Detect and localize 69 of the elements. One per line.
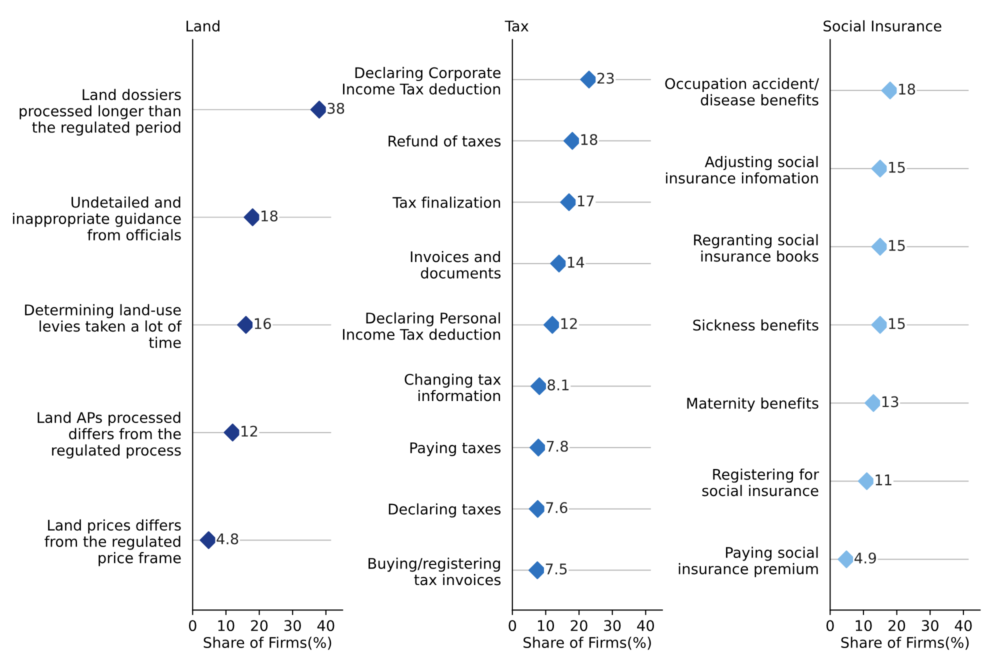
data-label: 38: [328, 102, 344, 114]
x-tick-label: 40: [954, 620, 972, 632]
y-tick-label: Changing tax information: [404, 374, 501, 402]
x-tick-label: 0: [188, 620, 196, 632]
x-axis-title: Share of Firms(%): [841, 636, 969, 650]
point: [560, 193, 578, 212]
data-label: 23: [597, 72, 614, 84]
data-label: 13: [882, 396, 898, 408]
x-axis-title: Share of Firms(%): [204, 636, 332, 650]
x-tick-label: 30: [922, 620, 938, 632]
x-tick-label: 40: [317, 620, 334, 632]
data-label: 18: [899, 84, 916, 95]
y-tick-label: Refund of taxes: [388, 135, 501, 147]
data-label: 18: [581, 134, 598, 146]
chart-title: Tax: [504, 20, 528, 32]
y-tick-label: Declaring taxes: [388, 503, 501, 518]
data-label: 12: [242, 426, 258, 437]
x-tick-label: 30: [604, 620, 621, 632]
x-axis-title: Share of Firms(%): [524, 636, 651, 650]
data-label: 17: [578, 196, 594, 206]
y-tick-label: Adjusting social insurance infomation: [666, 156, 818, 184]
y-tick-label: Determining land-use levies taken a lot of time: [25, 304, 182, 348]
y-tick-label: Regranting social insurance books: [694, 234, 818, 262]
data-label: 7.5: [546, 564, 567, 574]
y-tick-label: Tax finalization: [392, 196, 500, 208]
data-label: 7.8: [546, 440, 568, 452]
x-tick-label: 10: [218, 620, 234, 632]
x-tick-label: 10: [856, 620, 872, 632]
point: [237, 316, 255, 334]
y-tick-label: Paying taxes: [410, 442, 501, 456]
y-tick-label: Maternity benefits: [687, 397, 818, 412]
data-label: 12: [561, 318, 577, 329]
y-tick-label: Land dossiers processed longer than the regulated period: [20, 88, 181, 136]
chart-title: Social Insurance: [824, 20, 942, 32]
y-tick-label: Sickness benefits: [693, 319, 818, 331]
data-label: 11: [876, 474, 892, 486]
point: [550, 254, 568, 272]
point: [864, 394, 882, 412]
x-tick-label: 20: [888, 620, 906, 632]
x-tick-label: 30: [284, 620, 301, 632]
point: [838, 550, 856, 568]
y-tick-label: Paying social insurance premium: [678, 546, 818, 578]
point: [580, 70, 598, 88]
y-tick-label: Declaring Corporate Income Tax deduction: [343, 66, 500, 95]
y-tick-label: Registering for social insurance: [702, 468, 820, 496]
y-tick-label: Undetailed and inappropriate guidance from officials: [13, 196, 181, 240]
data-label: 4.9: [854, 552, 876, 564]
data-label: 16: [254, 318, 271, 330]
x-tick-label: 10: [538, 620, 554, 632]
x-tick-label: 0: [508, 620, 516, 632]
y-tick-label: Occupation accident/ disease benefits: [665, 78, 820, 106]
y-tick-label: Declaring Personal Income Tax deduction: [343, 312, 500, 340]
data-label: 14: [568, 256, 584, 268]
chart-title: Land: [186, 20, 220, 32]
x-tick-label: 40: [637, 620, 654, 632]
data-label: 4.8: [216, 533, 238, 544]
data-label: 15: [889, 318, 905, 330]
data-label: 8.1: [548, 379, 569, 390]
data-label: 15: [889, 162, 905, 173]
x-tick-label: 20: [251, 620, 268, 632]
x-tick-label: 20: [570, 620, 588, 632]
data-label: 15: [889, 240, 905, 251]
data-label: 18: [262, 210, 278, 222]
y-tick-label: Land APs processed differs from the regulated process: [38, 412, 181, 459]
y-tick-label: Invoices and documents: [410, 250, 501, 279]
data-label: 7.6: [546, 502, 568, 514]
x-tick-label: 0: [826, 620, 834, 632]
y-tick-label: Land prices differs from the regulated price frame: [44, 519, 181, 566]
y-tick-label: Buying/registering tax invoices: [368, 558, 501, 586]
